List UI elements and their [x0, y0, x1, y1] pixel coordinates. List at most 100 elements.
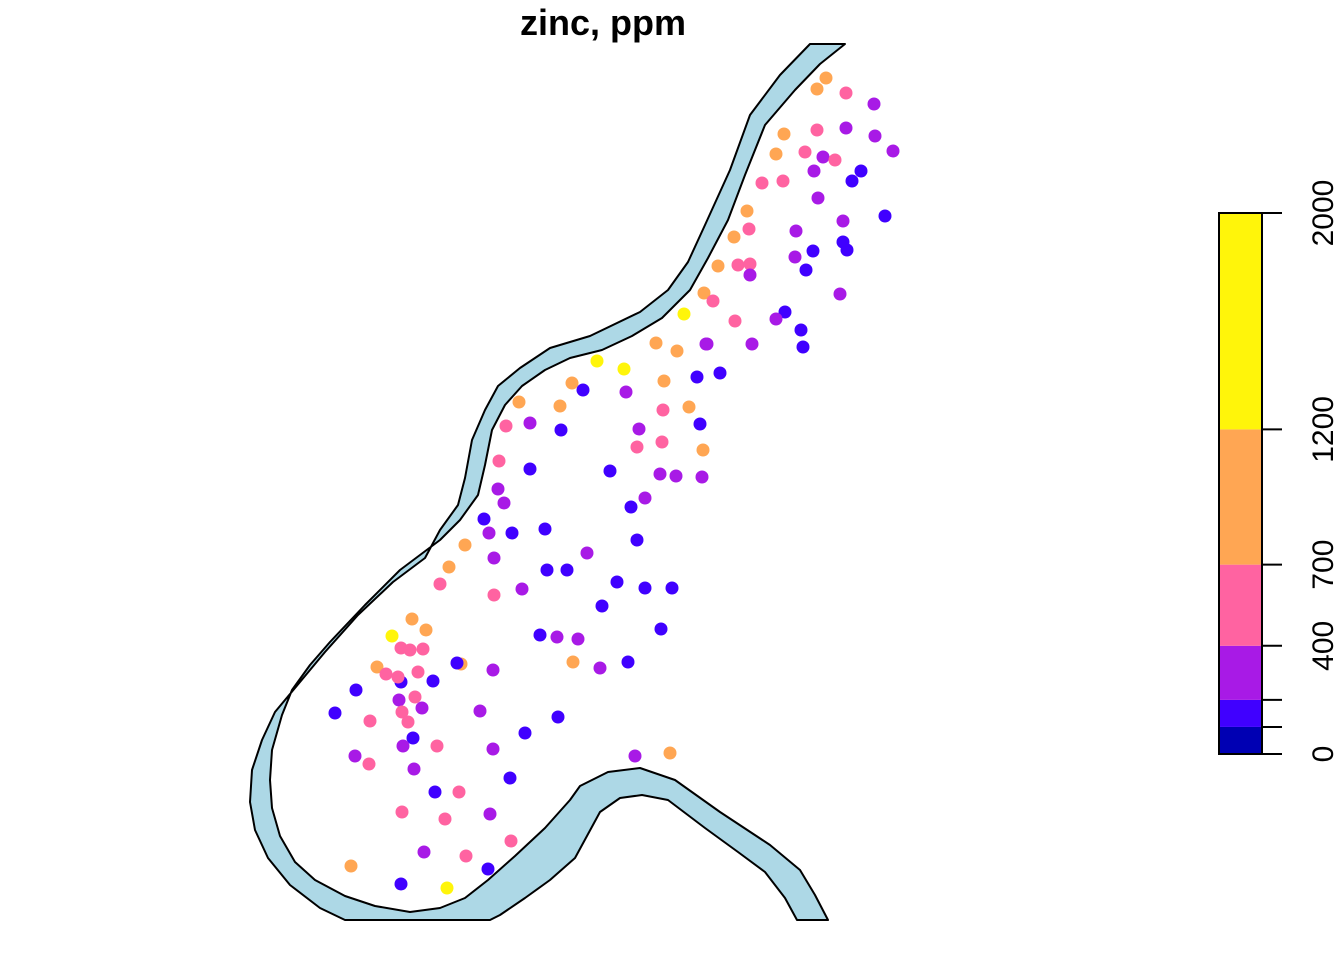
sample-point — [450, 656, 464, 670]
sample-point — [665, 581, 679, 595]
sample-point — [806, 244, 820, 258]
sample-point — [810, 123, 824, 137]
sample-point — [682, 400, 696, 414]
legend-tick-label: 400 — [1307, 621, 1340, 671]
sample-point — [810, 82, 824, 96]
sample-point — [396, 739, 410, 753]
sample-point — [743, 257, 757, 271]
sample-point — [416, 642, 430, 656]
sample-point — [624, 500, 638, 514]
sample-point — [811, 191, 825, 205]
sample-point — [799, 263, 813, 277]
sample-point — [482, 526, 496, 540]
sample-point — [363, 714, 377, 728]
sample-point — [593, 661, 607, 675]
sample-point — [483, 807, 497, 821]
sample-point — [560, 563, 574, 577]
sample-point — [621, 655, 635, 669]
sample-point — [713, 366, 727, 380]
sample-point — [886, 144, 900, 158]
sample-point — [789, 224, 803, 238]
sample-point — [657, 374, 671, 388]
sample-point — [695, 470, 709, 484]
sample-point — [755, 176, 769, 190]
sample-point — [497, 496, 511, 510]
sample-point — [328, 706, 342, 720]
sample-point — [693, 417, 707, 431]
sample-point — [777, 127, 791, 141]
sample-point — [571, 632, 585, 646]
sample-point — [523, 416, 537, 430]
sample-point — [854, 164, 868, 178]
sample-point — [807, 164, 821, 178]
sample-point — [836, 235, 850, 249]
sample-point — [628, 749, 642, 763]
sample-point — [417, 845, 431, 859]
sample-point — [653, 467, 667, 481]
sample-point — [677, 307, 691, 321]
sample-point — [728, 314, 742, 328]
sample-point — [407, 762, 421, 776]
sample-point — [836, 214, 850, 228]
sample-points — [328, 71, 900, 895]
sample-point — [401, 715, 415, 729]
sample-point — [426, 674, 440, 688]
sample-point — [610, 575, 624, 589]
sample-point — [619, 385, 633, 399]
sample-point — [745, 337, 759, 351]
sample-point — [433, 577, 447, 591]
sample-point — [473, 704, 487, 718]
sample-point — [595, 599, 609, 613]
color-legend: 0 400 700 1200 2000 — [1218, 180, 1340, 763]
sample-point — [504, 834, 518, 848]
sample-point — [776, 174, 790, 188]
legend-color-band — [1219, 726, 1262, 754]
sample-point — [487, 551, 501, 565]
sample-point — [491, 482, 505, 496]
sample-point — [349, 683, 363, 697]
sample-point — [630, 440, 644, 454]
sample-point — [630, 533, 644, 547]
sample-point — [487, 588, 501, 602]
sample-point — [411, 665, 425, 679]
sample-point — [394, 877, 408, 891]
sample-point — [711, 259, 725, 273]
sample-point — [395, 705, 409, 719]
sample-point — [505, 526, 519, 540]
sample-point — [481, 862, 495, 876]
sample-point — [406, 731, 420, 745]
sample-point — [794, 323, 808, 337]
sample-point — [788, 250, 802, 264]
sample-point — [518, 726, 532, 740]
sample-point — [617, 362, 631, 376]
sample-point — [392, 693, 406, 707]
map-title: zinc, ppm — [519, 2, 686, 43]
sample-point — [540, 563, 554, 577]
sample-point — [654, 622, 668, 636]
sample-point — [819, 71, 833, 85]
sample-point — [663, 746, 677, 760]
sample-point — [391, 670, 405, 684]
sample-point — [706, 294, 720, 308]
sample-point — [638, 581, 652, 595]
sample-point — [348, 749, 362, 763]
sample-point — [565, 376, 579, 390]
sample-point — [632, 422, 646, 436]
sample-point — [550, 630, 564, 644]
sample-point — [731, 258, 745, 272]
legend-color-band — [1219, 645, 1262, 700]
legend-tick-label: 0 — [1307, 746, 1340, 763]
sample-point — [452, 785, 466, 799]
sample-point — [740, 204, 754, 218]
sample-point — [405, 612, 419, 626]
sample-point — [566, 655, 580, 669]
sample-point — [727, 230, 741, 244]
sample-point — [670, 344, 684, 358]
sample-point — [580, 546, 594, 560]
sample-point — [696, 443, 710, 457]
sample-point — [486, 742, 500, 756]
sample-point — [385, 629, 399, 643]
sample-point — [362, 757, 376, 771]
sample-point — [603, 464, 617, 478]
sample-point — [742, 222, 756, 236]
